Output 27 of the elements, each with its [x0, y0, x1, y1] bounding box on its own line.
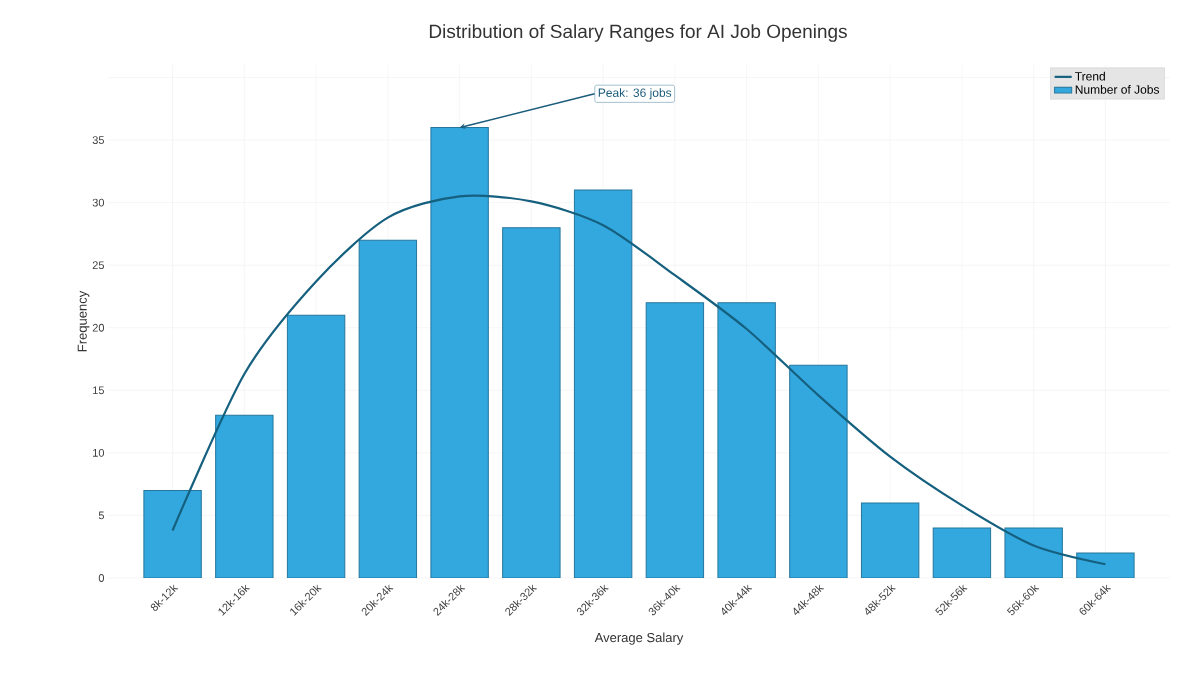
legend-label: Number of Jobs: [1075, 84, 1160, 94]
y-tick-label: 5: [98, 511, 104, 520]
y-tick-label: 0: [98, 574, 105, 582]
y-tick-label: 15: [93, 386, 104, 395]
bar: [933, 527, 991, 578]
bar: [574, 190, 632, 578]
x-axis-title: Average Salary: [594, 632, 684, 645]
y-tick-label: 10: [93, 449, 105, 457]
line-series: [171, 194, 1107, 566]
y-tick-label: 30: [92, 198, 105, 207]
y-axis-title: Frequency: [77, 290, 90, 352]
chart-title: Distribution of Salary Ranges for AI Job Openings: [429, 24, 847, 42]
bar: [502, 227, 561, 578]
bar: [430, 127, 489, 578]
legend-label: Trend: [1075, 71, 1105, 81]
bar: [646, 302, 704, 578]
bar: [789, 365, 848, 578]
y-tick-label: 25: [92, 261, 104, 270]
bar: [287, 315, 345, 578]
bar: [717, 302, 776, 578]
bar: [359, 240, 417, 578]
annotation: Peak: 36 jobs: [598, 88, 672, 100]
y-tick-label: 20: [92, 323, 105, 332]
bar: [143, 490, 202, 578]
y-tick-label: 35: [92, 136, 104, 144]
bar: [215, 415, 274, 578]
bar: [861, 502, 919, 578]
